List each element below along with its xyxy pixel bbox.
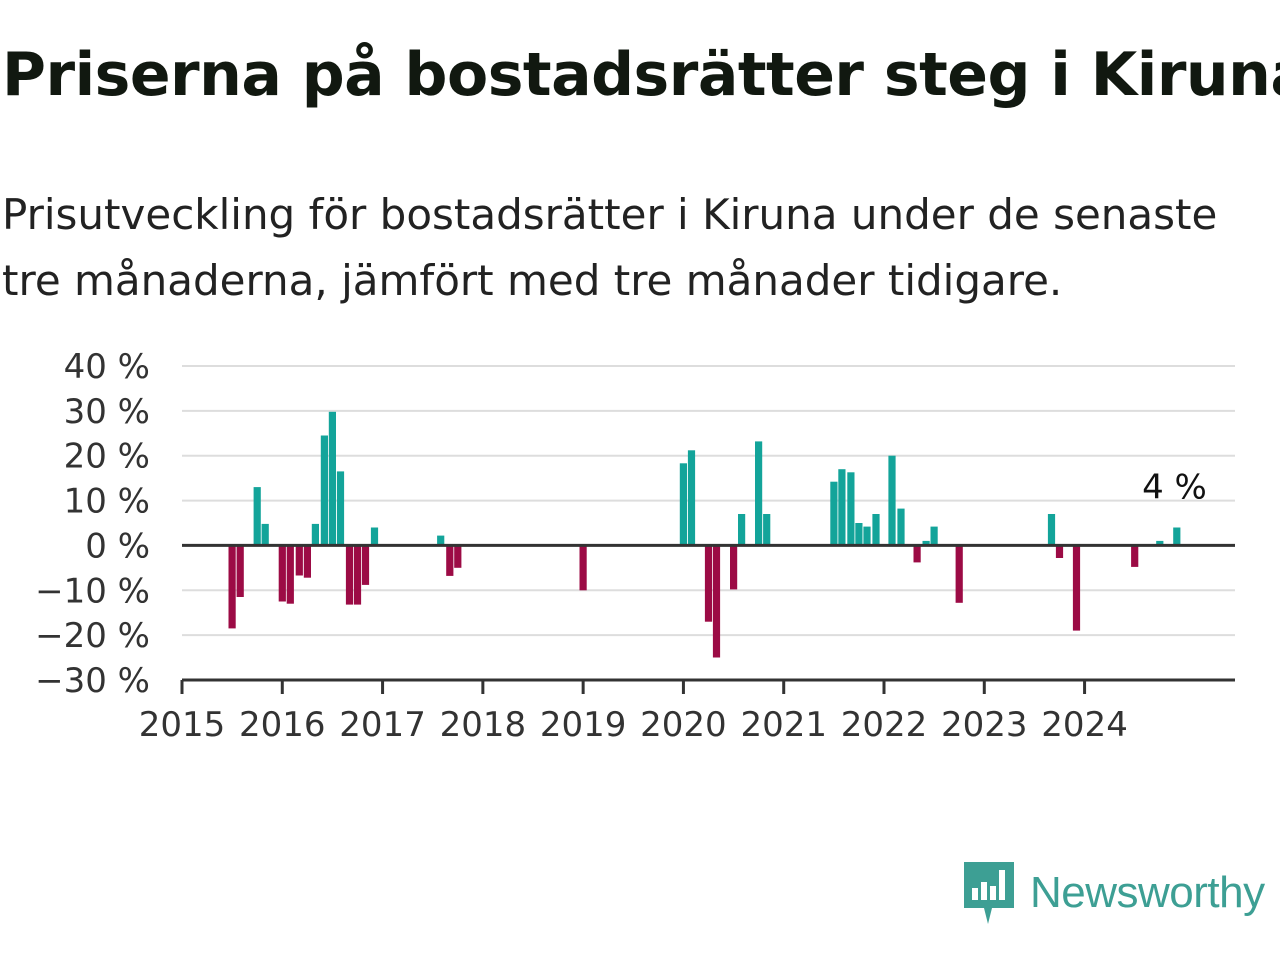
x-tick-label: 2021	[740, 705, 827, 745]
bar-negative	[228, 545, 236, 629]
x-tick-label: 2018	[440, 705, 527, 745]
bar-positive	[930, 526, 938, 546]
bar-positive	[897, 508, 905, 546]
y-tick-label: 20 %	[64, 437, 150, 477]
x-tick-label: 2015	[139, 705, 226, 745]
x-tick-label: 2017	[339, 705, 426, 745]
bar-negative	[955, 545, 963, 603]
bar-negative	[278, 545, 286, 602]
bar-negative	[286, 545, 294, 604]
newsworthy-logo: Newsworthy	[964, 862, 1265, 924]
chart-subtitle: Prisutveckling för bostadsrätter i Kirun…	[2, 190, 1218, 305]
bar-positive	[855, 523, 863, 546]
bar-positive	[838, 469, 846, 546]
bar-negative	[1072, 545, 1081, 631]
bar-positive	[872, 514, 880, 546]
bar-positive	[437, 535, 445, 546]
bar-positive	[763, 514, 771, 546]
x-tick-label: 2019	[540, 705, 627, 745]
bar-positive	[311, 523, 319, 546]
x-tick-label: 2024	[1041, 705, 1128, 745]
bar-negative	[303, 545, 311, 578]
bar-positive	[336, 471, 345, 546]
bar-positive	[320, 435, 328, 546]
y-tick-label: 0 %	[85, 526, 150, 566]
bar-positive	[261, 523, 269, 546]
newsworthy-logo-icon	[964, 862, 1014, 924]
bar-positive	[847, 472, 855, 546]
bar-negative	[1055, 545, 1064, 558]
y-tick-label: −30 %	[35, 661, 150, 701]
bar-negative	[1131, 545, 1139, 567]
bar-negative	[579, 545, 587, 591]
bar-positive	[755, 441, 763, 546]
bar-negative	[913, 545, 921, 563]
x-tick-label: 2016	[239, 705, 326, 745]
latest-value-annotation: 4 %	[1142, 467, 1207, 507]
bar-positive	[1173, 527, 1181, 546]
bar-positive	[328, 411, 336, 546]
y-tick-label: −10 %	[35, 571, 150, 611]
bar-negative	[712, 545, 721, 658]
bar-positive	[687, 450, 696, 546]
bar-positive	[830, 481, 838, 546]
bar-negative	[446, 545, 454, 576]
bar-negative	[454, 545, 462, 568]
bar-positive	[1156, 540, 1164, 546]
x-tick-label: 2020	[640, 705, 727, 745]
bar-positive	[922, 540, 930, 546]
chart-title: Priserna på bostadsrätter steg i Kiruna	[2, 40, 1280, 110]
y-tick-label: 40 %	[64, 347, 150, 387]
bar-negative	[295, 545, 303, 576]
bar-positive	[370, 527, 379, 546]
bar-negative	[345, 545, 354, 605]
bar-positive	[738, 514, 746, 546]
bar-negative	[361, 545, 370, 585]
bar-positive	[1047, 514, 1056, 546]
bar-positive	[253, 487, 261, 546]
bar-negative	[704, 545, 713, 622]
brand-name: Newsworthy	[1030, 868, 1265, 917]
y-tick-label: 10 %	[64, 482, 150, 522]
y-tick-label: 30 %	[64, 392, 150, 432]
x-tick-label: 2022	[841, 705, 928, 745]
bar-negative	[353, 545, 362, 605]
bar-positive	[863, 526, 871, 546]
bar-chart: 40 % 30 % 20 % 10 %0 % −10 % −20 % −30 %2015 20…	[35, 347, 1235, 745]
x-tick-label: 2023	[941, 705, 1028, 745]
bar-negative	[730, 545, 738, 590]
bar-positive	[888, 455, 896, 546]
bar-positive	[679, 463, 687, 546]
bar-negative	[236, 545, 244, 597]
y-tick-label: −20 %	[35, 616, 150, 656]
